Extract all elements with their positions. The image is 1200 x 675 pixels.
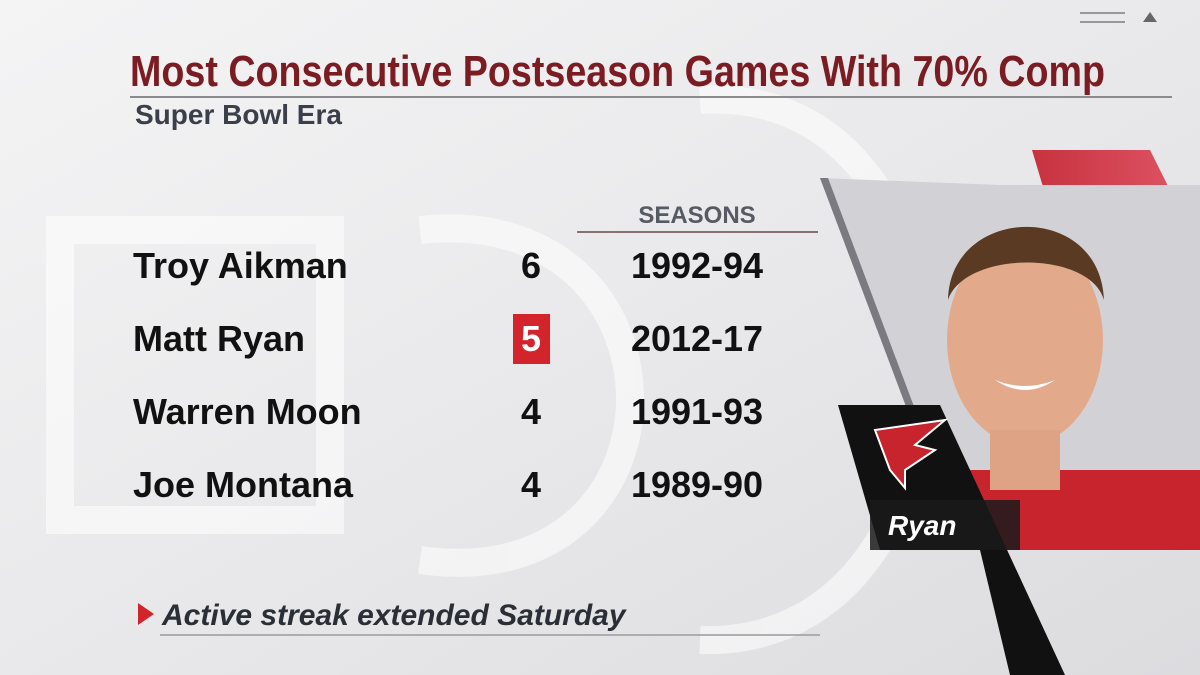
player-name: Joe Montana bbox=[133, 464, 354, 505]
games-value: 6 bbox=[521, 245, 541, 286]
games-value: 5 bbox=[521, 318, 541, 359]
games-value: 4 bbox=[521, 391, 541, 432]
seasons-value: 1989-90 bbox=[631, 464, 763, 505]
seasons-value: 2012-17 bbox=[631, 318, 763, 359]
seasons-value: 1991-93 bbox=[631, 391, 763, 432]
menu-icon bbox=[1080, 12, 1157, 23]
bullet bbox=[138, 603, 154, 625]
player-label: Ryan bbox=[888, 510, 956, 541]
footnote: Active streak extended Saturday bbox=[161, 599, 627, 632]
player-name: Matt Ryan bbox=[133, 318, 305, 359]
games-value: 4 bbox=[521, 464, 541, 505]
player-name: Troy Aikman bbox=[133, 245, 348, 286]
seasons-value: 1992-94 bbox=[631, 245, 763, 286]
table: Troy Aikman 6 1992-94 Matt Ryan 5 2012-17 Warr… bbox=[133, 245, 763, 505]
highlight-box bbox=[513, 314, 550, 364]
player-panel bbox=[820, 150, 1200, 675]
column-header: SEASONS bbox=[638, 202, 755, 229]
title: Most Consecutive Postseason Games With 7… bbox=[130, 47, 1105, 96]
subtitle: Super Bowl Era bbox=[135, 99, 342, 130]
player-name: Warren Moon bbox=[133, 391, 362, 432]
